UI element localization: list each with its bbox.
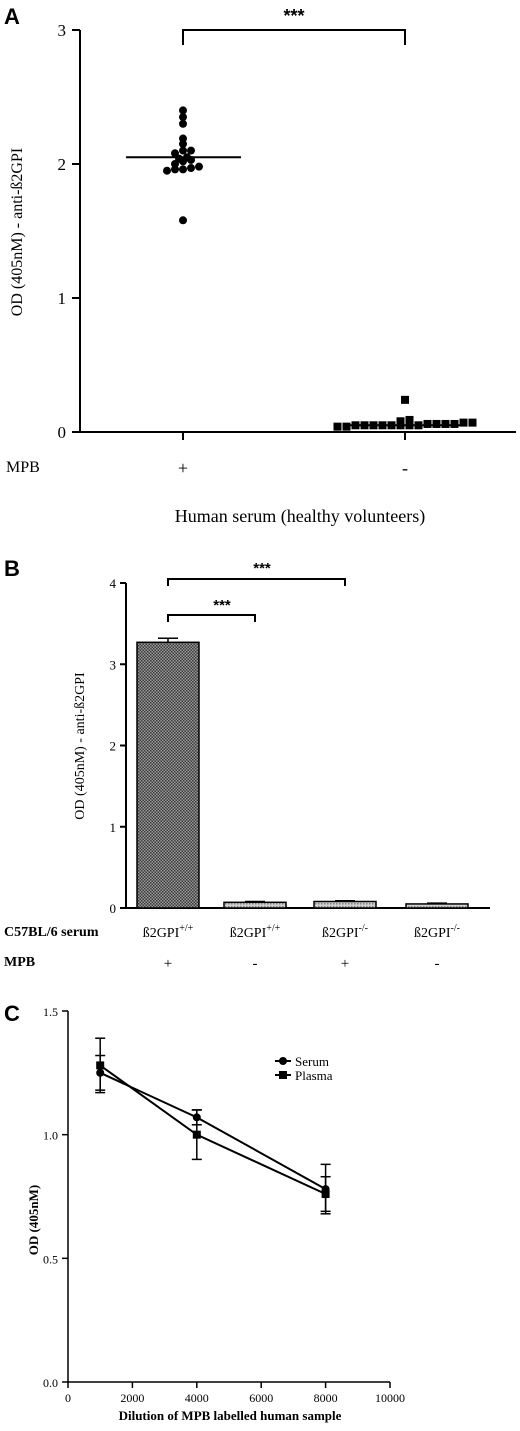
- panel-a-y-tick-label: 3: [58, 21, 67, 40]
- panel-b-letter: B: [4, 556, 20, 581]
- panel-c-y-tick-label: 0.0: [43, 1376, 58, 1390]
- panel-b-y-tick-label: 3: [110, 657, 117, 672]
- panel-a-point: [396, 417, 405, 426]
- panel-c-legend-label: Plasma: [295, 1068, 333, 1083]
- panel-b-ylabel: OD (405nM) - anti-ß2GPI: [73, 672, 88, 820]
- panel-a-y-tick-label: 0: [58, 423, 67, 442]
- panel-a-point: [432, 419, 441, 428]
- panel-a-point: [450, 419, 459, 428]
- panel-b-bar: [405, 903, 469, 909]
- panel-b-category-label: ß2GPI+/+: [230, 923, 281, 941]
- panel-c: C OD (405nM) 0.0 0.5 1.0 1.5 0 2000 4000 6000 8…: [4, 1001, 405, 1423]
- panel-b-y-tick-label: 4: [110, 576, 117, 591]
- panel-c-x-tick-label: 0: [65, 1391, 71, 1405]
- panel-c-xlabel: Dilution of MPB labelled human sample: [119, 1408, 342, 1423]
- panel-a-point: [459, 418, 468, 427]
- panel-a-row-label: MPB: [6, 459, 40, 476]
- panel-b-y-tick-label: 0: [110, 901, 117, 916]
- panel-b-category-label: ß2GPI+/+: [143, 923, 194, 941]
- panel-c-point: [192, 1130, 201, 1139]
- panel-c-ylabel: OD (405nM): [26, 1185, 41, 1255]
- panel-a-point: [468, 418, 477, 427]
- panel-b-significance-bracket-1: ***: [167, 597, 256, 622]
- panel-c-x-tick-label: 8000: [314, 1391, 338, 1405]
- panel-b-bar: [313, 900, 377, 909]
- panel-a-point: [187, 146, 195, 155]
- panel-a-point: [179, 146, 187, 155]
- panel-a-point: [179, 216, 187, 225]
- panel-a-significance-bracket: ***: [182, 6, 406, 45]
- panel-c-series: [95, 1037, 331, 1215]
- panel-a-y-tick-label: 1: [58, 289, 67, 308]
- panel-c-y-ticks: 0.0 0.5 1.0 1.5: [43, 1005, 68, 1390]
- panel-a-point: [179, 139, 187, 148]
- panel-b-bar: [136, 641, 200, 909]
- panel-c-x-tick-label: 6000: [249, 1391, 273, 1405]
- panel-a-point: [179, 113, 187, 122]
- panel-b-bar: [223, 901, 287, 909]
- panel-b-mpb-label: +: [164, 956, 172, 972]
- panel-a-point: [441, 419, 450, 428]
- panel-a-point: [171, 165, 179, 174]
- panel-a-y-ticks: 0 1 2 3: [58, 21, 80, 442]
- panel-b-category-label: ß2GPI-/-: [414, 923, 460, 941]
- panel-a-point: [333, 422, 342, 431]
- panel-a-category-labels: + -: [178, 458, 408, 478]
- panel-a-category-label: -: [402, 458, 408, 478]
- panel-b-y-tick-label: 2: [110, 739, 117, 754]
- panel-b-significance-label-1: ***: [213, 597, 231, 614]
- panel-c-x-tick-label: 4000: [185, 1391, 209, 1405]
- panel-a-point: [187, 164, 195, 173]
- panel-b-bars: [136, 637, 469, 909]
- panel-a-ylabel: OD (405nM) - anti-ß2GPI: [9, 148, 26, 316]
- panel-a: A OD (405nM) - anti-ß2GPI 0 1 2 3 *** MPB +…: [4, 4, 516, 527]
- panel-b-mpb-label: +: [341, 956, 349, 972]
- panel-a-points: [126, 106, 477, 440]
- panel-c-point: [321, 1190, 330, 1199]
- panel-a-point: [405, 415, 414, 424]
- panel-a-point: [401, 395, 409, 404]
- panel-a-point: [195, 162, 203, 171]
- panel-b-category-label: ß2GPI-/-: [322, 923, 368, 941]
- panel-b-y-ticks: 0 1 2 3 4: [110, 576, 126, 916]
- panel-c-x-tick-label: 2000: [120, 1391, 144, 1405]
- panel-a-letter: A: [4, 4, 20, 29]
- panel-a-point: [179, 119, 187, 128]
- panel-c-legend-marker: [279, 1071, 287, 1079]
- panel-a-y-tick-label: 2: [58, 155, 67, 174]
- panel-c-y-tick-label: 0.5: [43, 1252, 58, 1266]
- panel-b-mpb-label: -: [435, 956, 440, 972]
- panel-c-y-tick-label: 1.0: [43, 1129, 58, 1143]
- panel-c-x-ticks: 0 2000 4000 6000 8000 10000: [65, 1382, 405, 1405]
- panel-a-point: [179, 165, 187, 174]
- panel-c-point: [96, 1061, 105, 1070]
- panel-b-significance-bracket-2: ***: [167, 560, 346, 586]
- panel-a-category-label: +: [178, 458, 188, 478]
- panel-a-point: [423, 419, 432, 428]
- panel-b-mpb-label: -: [253, 956, 258, 972]
- panel-c-letter: C: [4, 1001, 20, 1026]
- panel-c-line-plasma: [99, 1064, 327, 1195]
- panel-a-point: [163, 166, 171, 175]
- panel-b-y-tick-label: 1: [110, 820, 117, 835]
- panel-c-x-tick-label: 10000: [375, 1391, 405, 1405]
- panel-c-y-tick-label: 1.5: [43, 1005, 58, 1019]
- panel-a-significance-label: ***: [283, 6, 304, 26]
- panel-b-row-label-2: MPB: [4, 955, 35, 970]
- panel-c-legend-label: Serum: [295, 1054, 329, 1069]
- panel-b-row-label-1: C57BL/6 serum: [4, 925, 99, 940]
- panel-a-point: [179, 157, 187, 166]
- panel-c-legend-marker: [279, 1057, 287, 1065]
- panel-b-category-labels: ß2GPI+/+ + ß2GPI+/+ - ß2GPI-/- + ß2GPI-/- -: [143, 923, 460, 972]
- panel-a-axes: [79, 30, 516, 433]
- panel-b-significance-label-2: ***: [253, 560, 271, 577]
- panel-a-point: [179, 106, 187, 115]
- panel-a-xlabel: Human serum (healthy volunteers): [175, 506, 425, 527]
- panel-a-point: [342, 422, 351, 431]
